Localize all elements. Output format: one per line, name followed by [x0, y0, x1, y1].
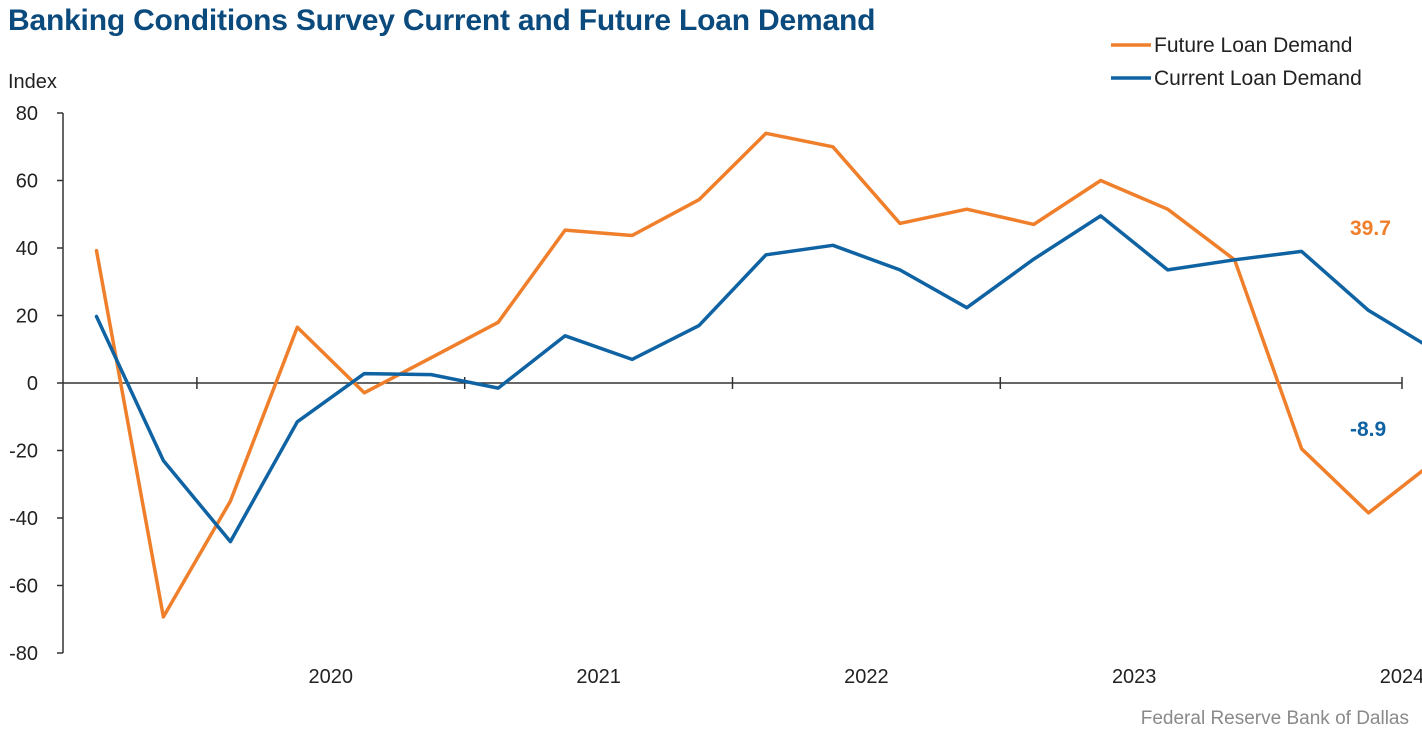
y-tick-label: 40 [16, 238, 38, 260]
end-label-future: 39.7 [1350, 217, 1391, 240]
x-tick-label: 2023 [1112, 666, 1157, 688]
y-tick-label: 0 [27, 373, 38, 395]
y-tick-label: -80 [9, 643, 38, 665]
y-tick-label: 80 [16, 103, 38, 125]
y-axis-label: Index [8, 71, 57, 93]
y-tick-label: 60 [16, 171, 38, 193]
legend-label-future: Future Loan Demand [1154, 34, 1352, 57]
x-tick-label: 2024 [1380, 666, 1422, 688]
end-label-current: -8.9 [1350, 418, 1386, 441]
future-loan-demand-line [94, 131, 1422, 619]
x-tick-label: 2022 [844, 666, 889, 688]
y-axis: 80 60 40 20 0 -20 -40 -60 -80 [9, 103, 63, 665]
source-note: Federal Reserve Bank of Dallas [1141, 708, 1409, 729]
chart-title: Banking Conditions Survey Current and Fu… [8, 4, 876, 37]
x-axis: 2020 2021 2022 2023 2024 [196, 377, 1422, 688]
legend: Future Loan Demand Current Loan Demand [1111, 34, 1362, 90]
y-tick-label: -60 [9, 576, 38, 598]
current-loan-demand-line [94, 214, 1422, 544]
series-lines [94, 131, 1422, 619]
y-tick-label: -20 [9, 441, 38, 463]
legend-label-current: Current Loan Demand [1154, 67, 1362, 90]
x-tick-label: 2020 [309, 666, 354, 688]
y-tick-label: -40 [9, 508, 38, 530]
y-tick-label: 20 [16, 306, 38, 328]
x-tick-label: 2021 [576, 666, 621, 688]
